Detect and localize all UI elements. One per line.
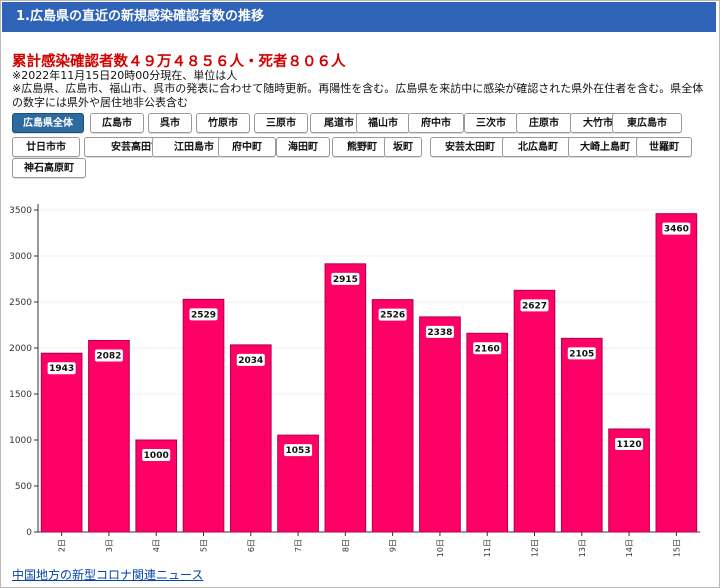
region-button[interactable]: 福山市: [356, 113, 410, 133]
bar: [560, 337, 603, 533]
data-label-bg: [567, 347, 596, 360]
data-label: 2034: [238, 356, 263, 366]
data-label-bg: [520, 299, 549, 312]
bar: [466, 332, 509, 533]
data-label-bg: [378, 308, 407, 321]
cumulative-summary: 累計感染確認者数４９万４８５６人・死者８０６人: [12, 54, 346, 70]
data-label-bg: [284, 444, 313, 457]
data-label: 2915: [333, 275, 358, 285]
news-link[interactable]: 中国地方の新型コロナ関連ニュース: [12, 568, 204, 582]
bar: [513, 289, 556, 533]
region-button[interactable]: 廿日市市: [12, 137, 80, 157]
bar: [655, 213, 698, 533]
daily-cases-bar-chart: 0 500 1000 1500 2000 2500 3000 3500 1943 2日 2082 3日…: [9, 204, 700, 557]
y-tick-label: 0: [26, 528, 32, 538]
bar: [419, 316, 461, 533]
x-tick-label: 6日: [247, 539, 256, 552]
region-button[interactable]: 神石高原町: [12, 158, 86, 178]
data-label: 2160: [475, 344, 500, 354]
data-label: 2529: [191, 310, 216, 320]
data-label: 1000: [144, 451, 169, 461]
x-tick-label: 3日: [105, 539, 114, 552]
x-tick-label: 15日: [672, 539, 681, 557]
y-tick-label: 2000: [9, 344, 32, 354]
region-button[interactable]: 熊野町: [332, 137, 392, 157]
region-button[interactable]: 安芸太田町: [430, 137, 510, 157]
region-button[interactable]: 江田島市: [152, 137, 236, 157]
region-button[interactable]: 広島市: [90, 113, 144, 133]
data-label-bg: [473, 342, 502, 355]
data-label: 2082: [96, 351, 121, 361]
data-label-bg: [662, 222, 691, 235]
data-label-bg: [615, 437, 644, 450]
data-label-bg: [236, 353, 265, 366]
data-label-bg: [189, 308, 218, 321]
data-label-bg: [47, 362, 76, 375]
update-note: ※2022年11月15日20時00分現在、単位は人: [12, 69, 238, 82]
data-label-bg: [94, 349, 123, 362]
region-button[interactable]: 府中市: [408, 113, 464, 133]
region-button[interactable]: 府中町: [218, 137, 276, 157]
region-button[interactable]: 呉市: [148, 113, 192, 133]
region-button[interactable]: 世羅町: [636, 137, 692, 157]
data-label-bg: [331, 272, 360, 285]
bar: [229, 344, 272, 533]
data-label: 3460: [664, 225, 689, 235]
data-label: 1120: [617, 440, 642, 450]
region-button[interactable]: 広島県全体: [12, 113, 84, 133]
bar: [182, 298, 225, 533]
x-tick-label: 4日: [152, 539, 161, 552]
y-tick-label: 1000: [9, 436, 32, 446]
x-tick-label: 7日: [294, 539, 303, 552]
x-tick-label: 12日: [531, 539, 540, 557]
y-tick-label: 3000: [9, 252, 32, 262]
region-button[interactable]: 坂町: [384, 137, 422, 157]
data-label: 2338: [427, 328, 452, 338]
section-header: 1.広島県の直近の新規感染確認者数の推移: [2, 2, 716, 32]
y-tick-label: 2500: [9, 298, 32, 308]
x-tick-label: 13日: [578, 539, 587, 557]
data-label: 2526: [380, 311, 405, 321]
region-button[interactable]: 海田町: [276, 137, 330, 157]
region-button[interactable]: 庄原市: [516, 113, 572, 133]
region-button[interactable]: 三原市: [254, 113, 308, 133]
x-tick-label: 2日: [58, 539, 67, 552]
x-tick-label: 10日: [436, 539, 445, 557]
data-label: 1943: [49, 364, 74, 374]
x-tick-label: 9日: [389, 539, 398, 552]
data-label: 1053: [286, 446, 311, 456]
x-tick-label: 11日: [483, 539, 492, 557]
data-label-bg: [425, 325, 454, 338]
y-tick-label: 3500: [9, 206, 32, 216]
y-tick-label: 1500: [9, 390, 32, 400]
bar: [40, 352, 83, 533]
data-label: 2627: [522, 301, 547, 311]
region-button[interactable]: 三次市: [464, 113, 518, 133]
bar: [88, 339, 130, 533]
bar: [324, 263, 367, 533]
data-label-bg: [142, 449, 171, 461]
data-label: 2105: [569, 349, 594, 359]
x-tick-label: 5日: [200, 539, 209, 552]
region-button[interactable]: 大崎上島町: [568, 137, 642, 157]
y-tick-label: 500: [15, 482, 32, 492]
region-button[interactable]: 竹原市: [196, 113, 250, 133]
region-button[interactable]: 東広島市: [612, 113, 682, 133]
x-tick-label: 14日: [625, 539, 634, 557]
bar: [371, 299, 414, 533]
source-note: ※広島県、広島市、福山市、呉市の発表に合わせて随時更新。再陽性を含む。広島県を来…: [12, 82, 704, 109]
region-button[interactable]: 北広島町: [502, 137, 574, 157]
x-tick-label: 8日: [341, 539, 350, 552]
